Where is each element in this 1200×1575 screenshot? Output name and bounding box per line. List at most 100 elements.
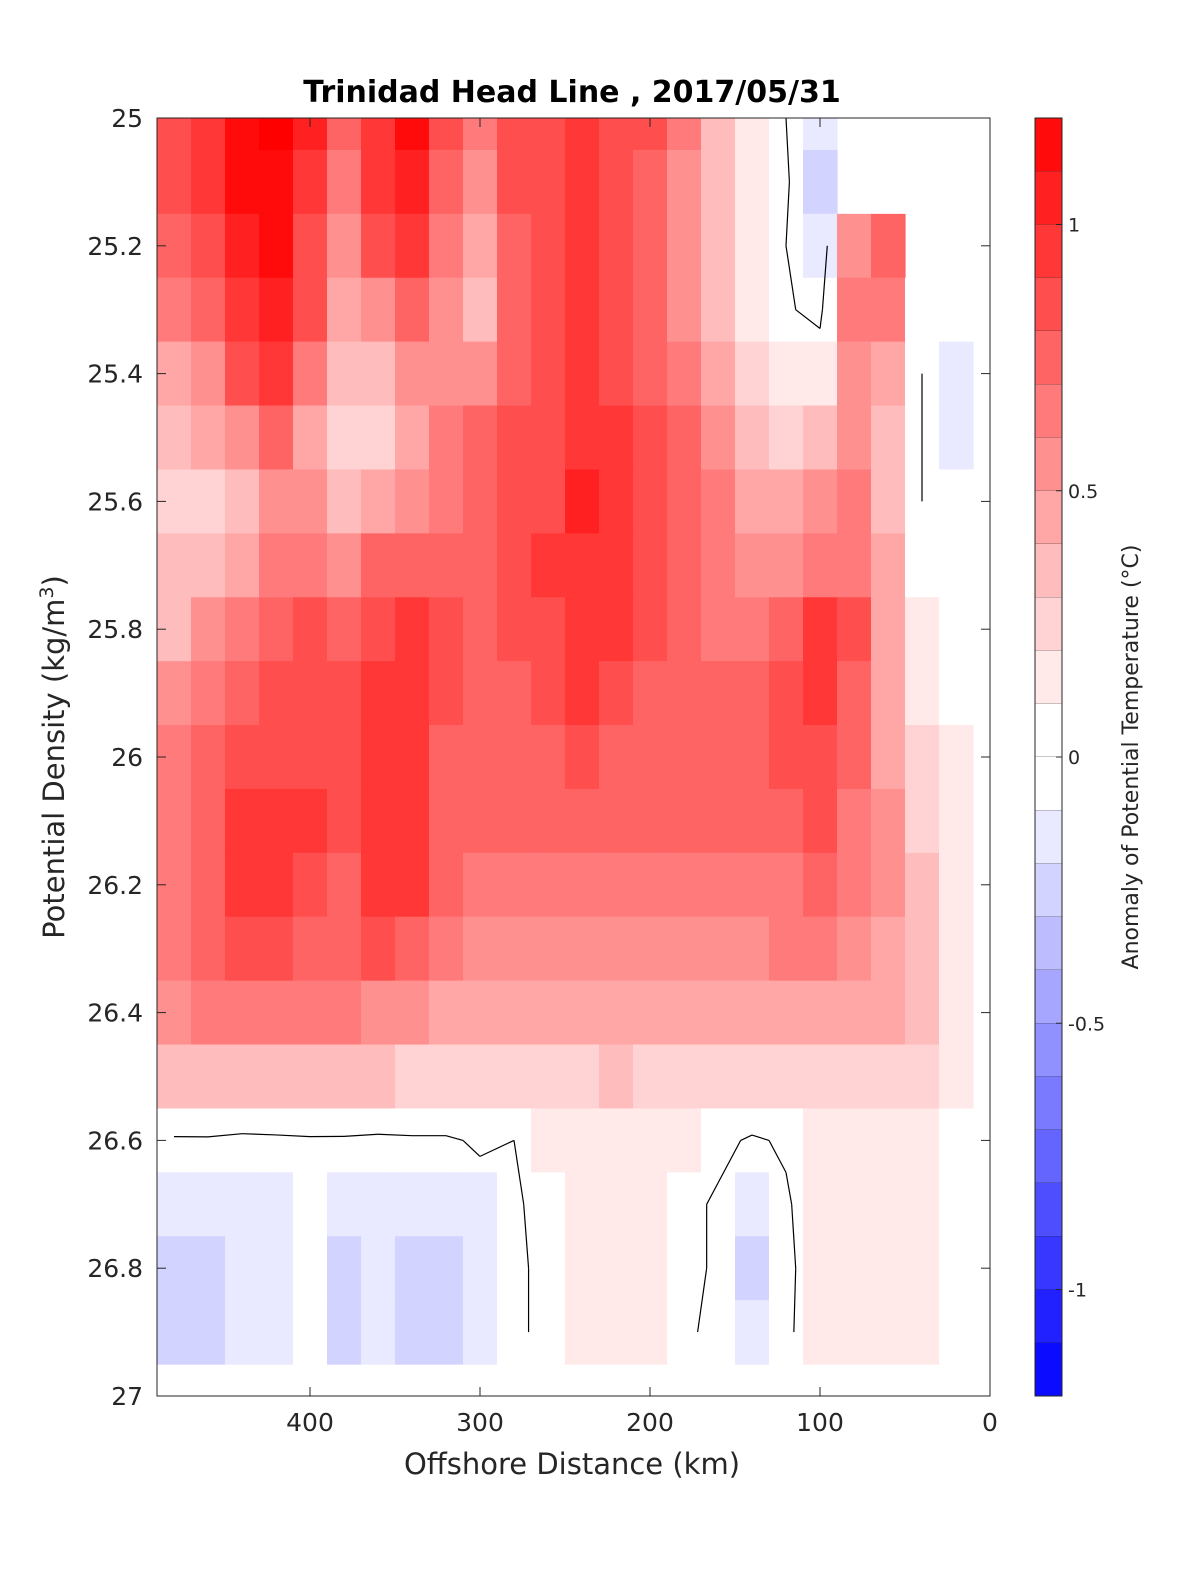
contour-cell xyxy=(497,916,532,982)
contour-cell xyxy=(293,1044,328,1110)
contour-cell xyxy=(531,852,566,918)
contour-cell xyxy=(803,916,838,982)
contour-cell xyxy=(463,405,498,471)
contour-cell xyxy=(701,725,736,790)
contour-cell xyxy=(871,405,906,471)
contour-cell xyxy=(633,213,668,279)
contour-cell xyxy=(259,1172,294,1237)
contour-cell xyxy=(667,916,702,982)
contour-cell xyxy=(395,661,430,726)
contour-cell xyxy=(701,1300,736,1365)
x-tick-label: 100 xyxy=(796,1408,844,1437)
contour-cell xyxy=(633,341,668,407)
contour-cell xyxy=(633,469,668,534)
zero-contour-segment xyxy=(275,1134,311,1138)
contour-cell xyxy=(259,980,294,1046)
contour-cell xyxy=(293,469,328,534)
contour-cell xyxy=(429,916,464,982)
zero-contour-segment xyxy=(462,1139,481,1157)
zero-contour-segment xyxy=(791,1204,797,1269)
contour-cell xyxy=(599,661,634,726)
contour-cell xyxy=(667,469,702,534)
contour-cell xyxy=(497,661,532,726)
contour-cell xyxy=(871,1108,906,1173)
contour-cell xyxy=(497,405,532,471)
contour-cell xyxy=(191,916,226,982)
contour-cell xyxy=(395,149,430,215)
contour-cell xyxy=(157,118,192,151)
contour-cell xyxy=(769,405,804,471)
contour-cell xyxy=(837,405,872,471)
contour-cell xyxy=(225,341,260,407)
contour-cell xyxy=(905,1172,940,1237)
contour-cell xyxy=(837,916,872,982)
contour-cell xyxy=(191,1236,226,1301)
contour-cell xyxy=(157,149,192,215)
contour-cell xyxy=(361,118,396,151)
zero-contour-lines xyxy=(173,118,923,1333)
contour-cell xyxy=(837,980,872,1046)
contour-cell xyxy=(191,788,226,854)
contour-cell xyxy=(327,1044,362,1110)
contour-cell xyxy=(429,1172,464,1237)
contour-cell xyxy=(191,1172,226,1237)
contour-cell xyxy=(769,1108,804,1173)
zero-contour-segment xyxy=(795,309,821,329)
contour-cell xyxy=(463,852,498,918)
contour-cell xyxy=(667,1300,702,1365)
contour-cell xyxy=(531,1108,566,1173)
contour-cell xyxy=(769,1044,804,1110)
contour-cell xyxy=(293,852,328,918)
contour-cell xyxy=(463,469,498,534)
contour-cell xyxy=(531,118,566,151)
contour-cell xyxy=(837,661,872,726)
contour-cell xyxy=(905,1044,940,1110)
contour-cell xyxy=(225,788,260,854)
contour-cell xyxy=(701,916,736,982)
contour-cell xyxy=(429,788,464,854)
zero-contour-segment xyxy=(768,1140,787,1173)
contour-cell xyxy=(565,661,600,726)
contour-cell xyxy=(395,1044,430,1110)
contour-cell xyxy=(191,149,226,215)
contour-cell xyxy=(565,1172,600,1237)
contour-cell xyxy=(939,597,974,662)
contour-cell xyxy=(327,405,362,471)
contour-cell xyxy=(395,1300,430,1365)
contour-cell xyxy=(905,725,940,790)
contour-cell xyxy=(395,277,430,343)
contour-cell xyxy=(803,597,838,662)
contour-cell xyxy=(327,1172,362,1237)
contour-cell xyxy=(735,1044,770,1110)
y-tick-label: 27 xyxy=(111,1382,143,1411)
contour-cell xyxy=(871,1044,906,1110)
contour-cell xyxy=(259,1300,294,1365)
contour-cell xyxy=(939,916,974,982)
contour-cell xyxy=(531,1236,566,1301)
contour-cell xyxy=(225,852,260,918)
colorbar-band xyxy=(1035,1076,1062,1131)
contour-cell xyxy=(429,1044,464,1110)
contour-cell xyxy=(327,341,362,407)
contour-cell xyxy=(565,597,600,662)
contour-cell xyxy=(565,533,600,598)
contour-cell xyxy=(701,341,736,407)
colorbar-band xyxy=(1035,597,1062,651)
contour-fills xyxy=(157,118,974,1365)
contour-cell xyxy=(701,1108,736,1173)
zero-contour-segment xyxy=(479,1139,515,1157)
contour-cell xyxy=(905,1108,940,1173)
x-tick-label: 400 xyxy=(286,1408,334,1437)
colorbar-band xyxy=(1035,970,1062,1024)
contour-cell xyxy=(667,213,702,279)
contour-cell xyxy=(293,277,328,343)
contour-cell xyxy=(803,788,838,854)
contour-cell xyxy=(667,1236,702,1301)
contour-cell xyxy=(225,1108,260,1173)
contour-cell xyxy=(735,213,770,279)
contour-cell xyxy=(531,277,566,343)
y-tick-label: 26.8 xyxy=(87,1254,143,1283)
contour-cell xyxy=(429,469,464,534)
contour-cell xyxy=(565,149,600,215)
contour-cell xyxy=(361,1044,396,1110)
